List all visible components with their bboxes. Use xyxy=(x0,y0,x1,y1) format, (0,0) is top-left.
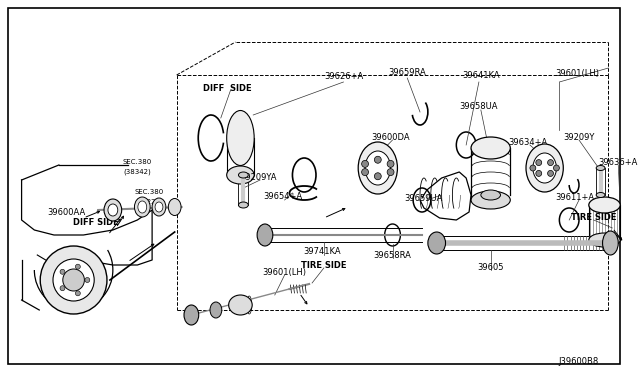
Ellipse shape xyxy=(536,160,541,166)
Text: 39658UA: 39658UA xyxy=(460,102,498,110)
Ellipse shape xyxy=(530,165,536,171)
Ellipse shape xyxy=(85,278,90,282)
Text: (38220): (38220) xyxy=(135,199,163,205)
Text: 39601(LH): 39601(LH) xyxy=(262,267,307,276)
Ellipse shape xyxy=(257,224,273,246)
Ellipse shape xyxy=(554,165,559,171)
Text: 39611+A: 39611+A xyxy=(556,192,595,202)
Text: 39634+A: 39634+A xyxy=(508,138,548,147)
Ellipse shape xyxy=(589,197,620,213)
Ellipse shape xyxy=(471,137,510,159)
Ellipse shape xyxy=(374,173,381,180)
Ellipse shape xyxy=(76,264,80,269)
Text: 39209YA: 39209YA xyxy=(240,173,276,182)
Ellipse shape xyxy=(533,153,556,183)
Text: 39654+A: 39654+A xyxy=(263,192,302,201)
Ellipse shape xyxy=(239,172,248,178)
Ellipse shape xyxy=(76,291,80,296)
Text: 39626+A: 39626+A xyxy=(324,71,363,80)
Ellipse shape xyxy=(387,160,394,167)
Ellipse shape xyxy=(548,160,554,166)
Ellipse shape xyxy=(471,191,510,209)
Ellipse shape xyxy=(138,201,147,213)
Ellipse shape xyxy=(108,204,118,216)
Ellipse shape xyxy=(155,202,163,212)
Text: SEC.380: SEC.380 xyxy=(123,159,152,165)
Ellipse shape xyxy=(362,160,369,167)
Ellipse shape xyxy=(548,170,554,176)
Ellipse shape xyxy=(210,302,222,318)
Ellipse shape xyxy=(365,151,390,185)
Text: DIFF SIDE: DIFF SIDE xyxy=(74,218,119,227)
Ellipse shape xyxy=(134,197,150,217)
Text: 39600DA: 39600DA xyxy=(371,132,410,141)
Ellipse shape xyxy=(362,169,369,176)
Ellipse shape xyxy=(387,169,394,176)
Text: 39636+A: 39636+A xyxy=(598,157,638,167)
Text: 39605: 39605 xyxy=(477,263,504,272)
Ellipse shape xyxy=(481,190,500,200)
Ellipse shape xyxy=(63,269,84,291)
Ellipse shape xyxy=(358,142,397,194)
Text: 39658RA: 39658RA xyxy=(374,250,412,260)
Text: SEC.380: SEC.380 xyxy=(134,189,164,195)
Text: 39600AA: 39600AA xyxy=(47,208,86,217)
Text: 39601(LH): 39601(LH) xyxy=(555,68,599,77)
Ellipse shape xyxy=(60,269,65,274)
Ellipse shape xyxy=(536,170,541,176)
Text: 39741KA: 39741KA xyxy=(303,247,340,257)
Text: 39659UA: 39659UA xyxy=(404,193,443,202)
Ellipse shape xyxy=(53,259,94,301)
Text: TIRE SIDE: TIRE SIDE xyxy=(571,212,616,221)
Ellipse shape xyxy=(596,192,605,198)
Ellipse shape xyxy=(168,199,181,215)
Ellipse shape xyxy=(602,231,618,255)
Ellipse shape xyxy=(428,232,445,254)
Ellipse shape xyxy=(228,295,252,315)
Text: 39659RA: 39659RA xyxy=(388,67,426,77)
Text: DIFF  SIDE: DIFF SIDE xyxy=(204,83,252,93)
Ellipse shape xyxy=(152,198,166,216)
Ellipse shape xyxy=(227,110,254,166)
Ellipse shape xyxy=(596,166,605,170)
Ellipse shape xyxy=(374,156,381,163)
Text: TIRE SIDE: TIRE SIDE xyxy=(301,260,347,269)
Ellipse shape xyxy=(40,246,107,314)
Ellipse shape xyxy=(526,144,563,192)
Ellipse shape xyxy=(104,199,122,221)
Ellipse shape xyxy=(227,166,254,184)
Ellipse shape xyxy=(589,233,620,247)
Ellipse shape xyxy=(184,305,199,325)
Text: 39641KA: 39641KA xyxy=(462,71,500,80)
Text: 39209Y: 39209Y xyxy=(563,132,595,141)
Text: (38342): (38342) xyxy=(124,169,151,175)
Ellipse shape xyxy=(239,202,248,208)
Ellipse shape xyxy=(60,286,65,291)
Text: J39600B8: J39600B8 xyxy=(559,357,599,366)
